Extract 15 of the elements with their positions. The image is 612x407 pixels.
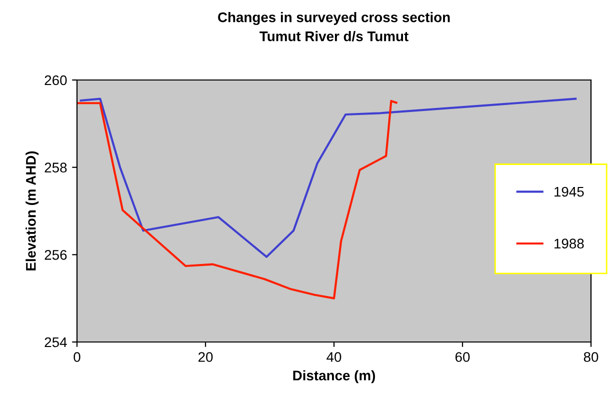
y-axis-title: Elevation (m AHD) [26,151,39,270]
legend-label: 1945 [554,186,584,197]
line-series [77,100,398,300]
y-tick-label: 260 [44,75,67,86]
y-tick-label: 254 [44,337,67,348]
chart-title: Changes in surveyed cross section Tumut River d/s Tumut [218,12,450,42]
y-tick-label: 258 [44,162,67,173]
x-tick-label: 40 [326,352,342,362]
x-tick-label: 20 [198,352,213,362]
x-tick-label: 0 [74,352,80,362]
legend-label: 1988 [554,238,584,249]
y-tick-label: 256 [44,250,67,260]
x-tick-label: 60 [455,352,470,362]
x-axis-title: Distance (m) [293,370,375,384]
x-tick-label: 80 [584,352,598,362]
